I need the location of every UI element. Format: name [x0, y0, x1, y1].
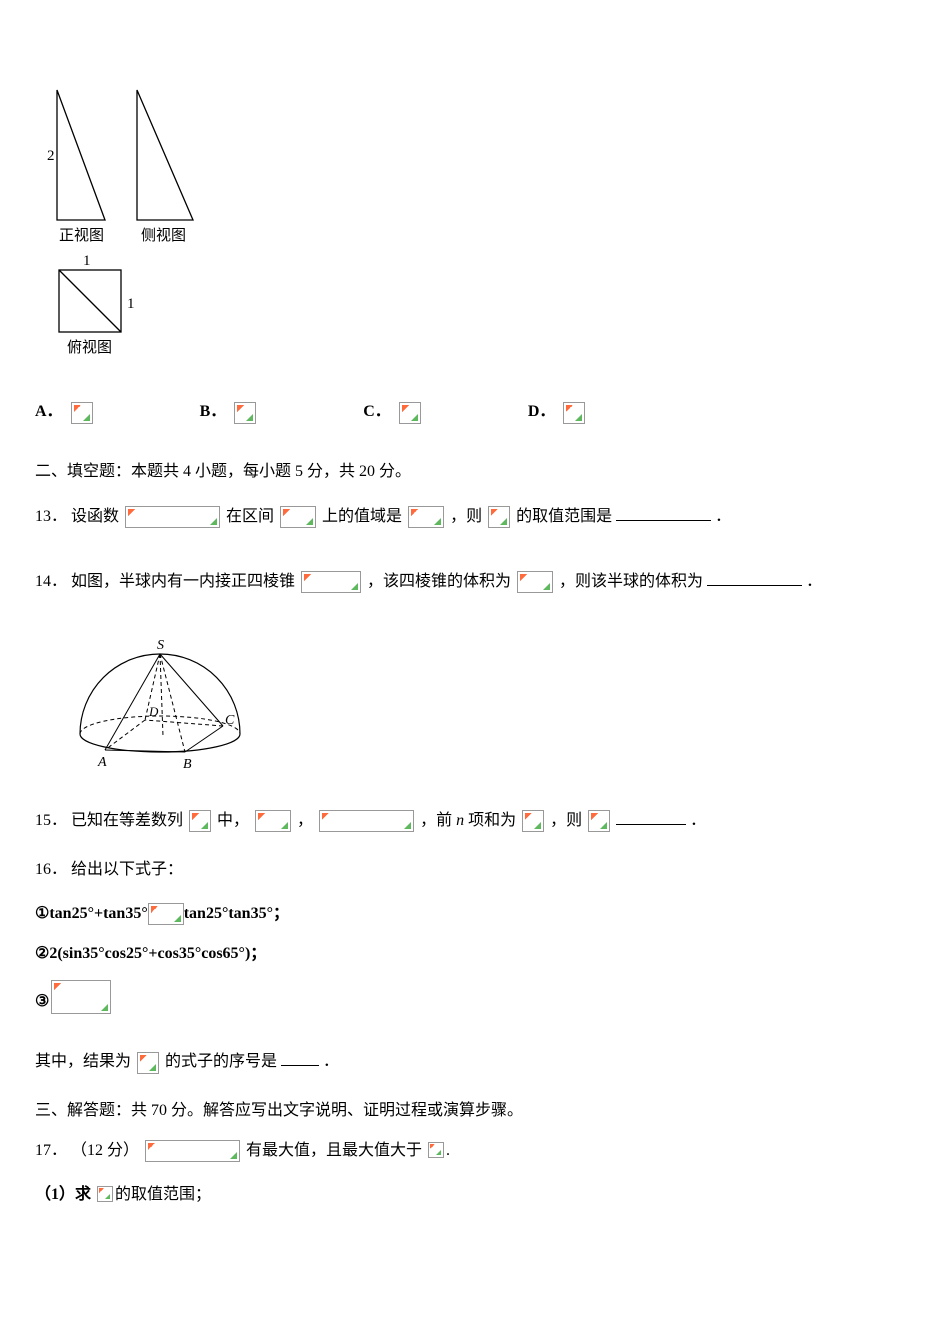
- broken-image-icon: [517, 571, 553, 593]
- option-b[interactable]: B．: [200, 399, 259, 425]
- svg-text:B: B: [183, 757, 192, 772]
- broken-image-icon: [428, 1142, 444, 1158]
- top-view: 1 1 俯视图: [59, 253, 135, 356]
- q17-part-1: （1）求 的取值范围；: [35, 1182, 915, 1208]
- hemisphere-svg: S A B C D: [65, 624, 255, 774]
- broken-image-icon: [255, 810, 291, 832]
- question-15: 15． 已知在等差数列 中， ， ，前 n 项和为 ，则 ．: [35, 803, 915, 838]
- front-view-label: 正视图: [59, 227, 104, 244]
- top-view-label: 俯视图: [67, 339, 112, 356]
- three-view-svg: 2 正视图 侧视图 1 1 俯视图: [45, 80, 235, 370]
- broken-image-icon: [234, 402, 256, 424]
- q16-item-3: ③: [35, 980, 915, 1014]
- question-13: 13． 设函数 在区间 上的值域是 ，则 的取值范围是 ．: [35, 499, 915, 534]
- broken-image-icon: [137, 1052, 159, 1074]
- option-d[interactable]: D．: [528, 399, 588, 425]
- q16-tail: 其中，结果为 的式子的序号是 ．: [35, 1044, 915, 1079]
- broken-image-icon: [71, 402, 93, 424]
- front-view: 2 正视图: [47, 90, 105, 244]
- svg-text:1: 1: [127, 296, 135, 312]
- broken-image-icon: [563, 402, 585, 424]
- fill-blank: [281, 1065, 319, 1066]
- fill-blank: [707, 585, 802, 586]
- fill-blank: [616, 824, 686, 825]
- broken-image-icon: [408, 506, 444, 528]
- svg-text:S: S: [157, 638, 164, 653]
- broken-image-icon: [145, 1140, 240, 1162]
- section-3-heading: 三、解答题：共 70 分。解答应写出文字说明、证明过程或演算步骤。: [35, 1098, 915, 1124]
- section-2-heading: 二、填空题：本题共 4 小题，每小题 5 分，共 20 分。: [35, 459, 915, 485]
- broken-image-icon: [280, 506, 316, 528]
- broken-image-icon: [148, 903, 184, 925]
- broken-image-icon: [97, 1186, 113, 1202]
- side-view-label: 侧视图: [141, 227, 186, 244]
- q16-item-2: ②2(sin35°cos25°+cos35°cos65°)；: [35, 941, 915, 967]
- fill-blank: [616, 520, 711, 521]
- broken-image-icon: [588, 810, 610, 832]
- svg-text:C: C: [225, 713, 235, 728]
- broken-image-icon: [51, 980, 111, 1014]
- svg-text:2: 2: [47, 148, 55, 164]
- broken-image-icon: [488, 506, 510, 528]
- question-14: 14． 如图，半球内有一内接正四棱锥 ，该四棱锥的体积为 ，则该半球的体积为 ．: [35, 564, 915, 599]
- hemisphere-figure: S A B C D: [65, 624, 915, 783]
- question-16: 16． 给出以下式子：: [35, 852, 915, 887]
- broken-image-icon: [301, 571, 361, 593]
- option-c[interactable]: C．: [363, 399, 423, 425]
- svg-text:A: A: [97, 755, 107, 770]
- option-a[interactable]: A．: [35, 399, 95, 425]
- broken-image-icon: [319, 810, 414, 832]
- broken-image-icon: [399, 402, 421, 424]
- svg-text:D: D: [148, 704, 159, 719]
- side-view: 侧视图: [137, 90, 193, 244]
- broken-image-icon: [189, 810, 211, 832]
- broken-image-icon: [125, 506, 220, 528]
- broken-image-icon: [522, 810, 544, 832]
- q16-item-1: ①tan25°+tan35° tan25°tan35°；: [35, 901, 915, 927]
- answer-options-row: A． B． C． D．: [35, 399, 915, 425]
- question-17: 17． （12 分） 有最大值，且最大值大于 .: [35, 1133, 915, 1168]
- three-view-diagram: 2 正视图 侧视图 1 1 俯视图: [45, 80, 915, 379]
- svg-text:1: 1: [83, 253, 91, 269]
